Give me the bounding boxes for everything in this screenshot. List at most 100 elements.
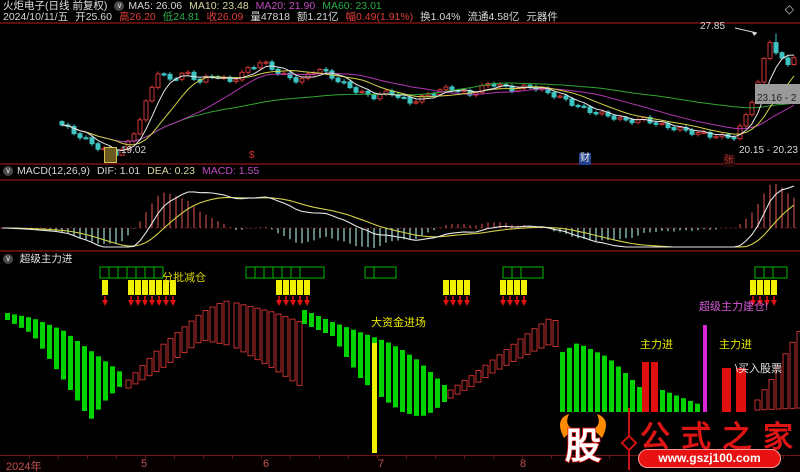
down-arrow-icon xyxy=(750,300,756,306)
down-arrow-icon xyxy=(156,300,162,306)
sell-signal-bar xyxy=(276,280,282,295)
quote-token: 换1.04% xyxy=(420,11,461,23)
down-arrow-icon xyxy=(443,300,449,306)
sell-signal-bar xyxy=(507,280,513,295)
inflow-wave xyxy=(560,343,642,412)
title-token: MA60: 23.01 xyxy=(322,0,382,12)
sell-signal-bar xyxy=(128,280,134,295)
reduce-signal-box xyxy=(126,266,137,279)
collapse-icon[interactable]: ∨ xyxy=(114,1,125,12)
down-arrow-icon xyxy=(500,300,506,306)
separator xyxy=(0,163,800,165)
inflow-wave xyxy=(5,313,122,419)
ma5-line xyxy=(61,54,795,152)
quote-token: 量47818 xyxy=(250,11,291,23)
down-arrow-icon xyxy=(135,300,141,306)
sell-signal-bar xyxy=(757,280,763,295)
macd-token: MACD: 1.55 xyxy=(202,165,260,177)
axis-tick xyxy=(493,456,494,459)
axis-tick xyxy=(116,456,117,459)
reduce-signal-box xyxy=(502,266,513,279)
sell-signal-bar xyxy=(464,280,470,295)
down-arrow-icon xyxy=(102,300,108,306)
collapse-icon[interactable]: ∨ xyxy=(3,166,13,177)
down-arrow-icon xyxy=(149,300,155,306)
reduce-signal-box xyxy=(754,266,765,279)
corner-diamond-icon[interactable]: ◇ xyxy=(784,2,794,16)
watermark-brand: 公式之家 xyxy=(640,421,800,454)
title-token: MA5: 26.06 xyxy=(128,0,183,12)
reduce-signal-box xyxy=(108,266,119,279)
main-force-indicator-chart[interactable] xyxy=(0,252,800,455)
sell-signal-bar xyxy=(297,280,303,295)
down-arrow-icon xyxy=(297,300,303,306)
reduce-signal-box xyxy=(511,266,522,279)
macd-header-row: ∨ MACD(12,26,9) DIF: 1.01 DEA: 0.23 MACD: 1.… xyxy=(3,166,266,177)
quote-token: 收26.09 xyxy=(206,11,244,23)
sell-signal-bar xyxy=(135,280,141,295)
outflow-wave xyxy=(754,331,800,411)
axis-tick xyxy=(145,456,146,459)
reduce-signal-box xyxy=(364,266,375,279)
separator xyxy=(0,250,800,252)
sell-signal-bar xyxy=(170,280,176,295)
axis-tick xyxy=(522,456,523,459)
sell-signal-bar xyxy=(142,280,148,295)
axis-tick xyxy=(609,456,610,459)
down-arrow-icon xyxy=(464,300,470,306)
main-force-buy-bar xyxy=(736,368,746,412)
macd-bars xyxy=(7,184,795,248)
reduce-signal-box xyxy=(254,266,265,279)
axis-tick xyxy=(435,456,436,459)
main-force-buy-bar xyxy=(651,362,658,412)
axis-tick xyxy=(174,456,175,459)
axis-tick xyxy=(29,456,30,459)
axis-tick xyxy=(551,456,552,459)
axis-tick xyxy=(203,456,204,459)
sell-signal-bar xyxy=(290,280,296,295)
axis-tick xyxy=(377,456,378,459)
bull-horn-right xyxy=(593,414,606,438)
watermark-url[interactable]: www.gszj100.com xyxy=(638,449,781,468)
quote-token: 流通4.58亿 xyxy=(467,11,520,23)
reduce-signal-box xyxy=(135,266,146,279)
macd-token: MACD(12,26,9) xyxy=(17,165,90,177)
quote-token: 幅0.49(1.91%) xyxy=(345,11,414,23)
sell-signal-bar xyxy=(750,280,756,295)
indicator-header-row: ∨ 超级主力进 xyxy=(3,254,79,265)
time-axis[interactable]: 2024年 5 6 7 8 xyxy=(0,455,800,472)
separator xyxy=(0,179,800,181)
reduce-signal-box xyxy=(272,266,283,279)
axis-tick xyxy=(406,456,407,459)
macd-token: DIF: 1.01 xyxy=(96,165,141,177)
axis-label: 5 xyxy=(141,458,148,470)
sell-signal-bar xyxy=(102,280,108,295)
quote-info-row: 2024/10/11/五 开25.60 高26.20 低24.81 收26.09 量478… xyxy=(3,12,565,23)
axis-tick xyxy=(319,456,320,459)
down-arrow-icon xyxy=(764,300,770,306)
reduce-signal-box xyxy=(299,266,325,279)
outflow-wave xyxy=(233,302,303,386)
reduce-signal-box xyxy=(153,266,164,279)
reduce-signal-box xyxy=(373,266,397,279)
ma10-line xyxy=(61,70,795,146)
sell-signal-bar xyxy=(457,280,463,295)
down-arrow-icon xyxy=(170,300,176,306)
title-token: MA20: 21.90 xyxy=(255,0,316,12)
indicator-title: 超级主力进 xyxy=(19,253,73,265)
main-force-buy-bar xyxy=(642,362,649,412)
reduce-signal-box xyxy=(772,266,788,279)
title-token: 火炬电子(日线 前复权) xyxy=(3,0,108,12)
sell-signal-bar xyxy=(163,280,169,295)
down-arrow-icon xyxy=(771,300,777,306)
reduce-signal-box xyxy=(144,266,155,279)
axis-tick xyxy=(464,456,465,459)
down-arrow-icon xyxy=(507,300,513,306)
high-price-arrow xyxy=(734,27,758,34)
macd-chart[interactable] xyxy=(0,178,800,250)
down-arrow-icon xyxy=(304,300,310,306)
down-arrow-icon xyxy=(128,300,134,306)
candlestick-chart[interactable] xyxy=(0,22,800,164)
collapse-icon[interactable]: ∨ xyxy=(3,254,13,265)
sell-signal-bar xyxy=(149,280,155,295)
